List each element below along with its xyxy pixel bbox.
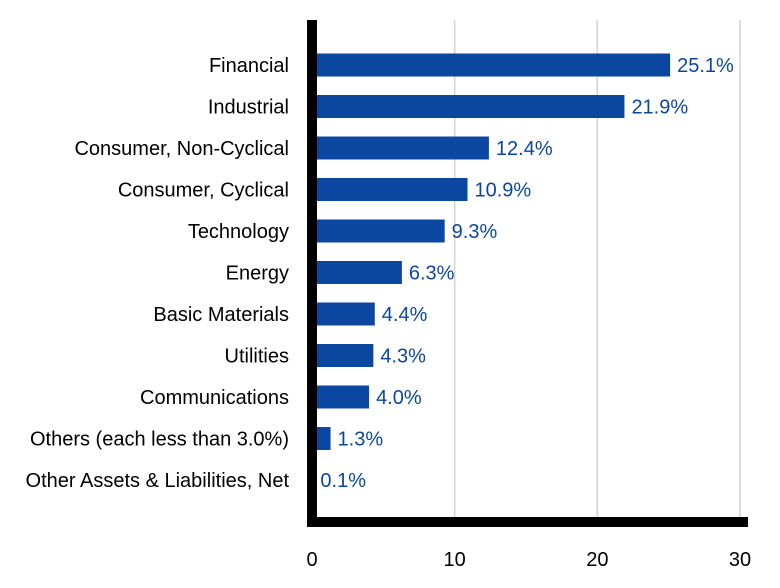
value-label-6: 4.4%: [382, 304, 428, 326]
value-label-1: 21.9%: [631, 97, 688, 119]
category-label-6: Basic Materials: [153, 304, 289, 326]
value-label-9: 1.3%: [338, 429, 384, 451]
category-label-3: Consumer, Cyclical: [118, 180, 289, 202]
bar-2: [312, 136, 489, 160]
value-label-10: 0.1%: [320, 470, 366, 492]
value-label-4: 9.3%: [452, 221, 498, 243]
value-label-8: 4.0%: [376, 387, 422, 409]
category-label-0: Financial: [209, 55, 289, 77]
value-label-2: 12.4%: [496, 138, 553, 160]
bar-8: [312, 385, 370, 409]
y-axis-line: [307, 20, 317, 527]
x-tick-label-0: 0: [306, 549, 317, 571]
value-label-0: 25.1%: [677, 55, 734, 77]
category-label-1: Industrial: [208, 97, 289, 119]
bar-1: [312, 95, 625, 118]
x-tick-label-3: 30: [729, 549, 751, 571]
category-label-10: Other Assets & Liabilities, Net: [26, 470, 290, 492]
value-label-5: 6.3%: [409, 263, 455, 285]
axis-layer: [307, 20, 748, 527]
label-layer: Financial 25.1% Industrial 21.9% Consumer, N…: [26, 55, 752, 571]
value-label-3: 10.9%: [475, 180, 532, 202]
value-label-7: 4.3%: [380, 346, 426, 368]
bar-3: [312, 178, 468, 201]
x-tick-label-2: 20: [586, 549, 608, 571]
bar-4: [312, 219, 445, 243]
bar-layer: [312, 53, 671, 492]
category-label-5: Energy: [226, 263, 289, 285]
x-axis-line: [307, 517, 748, 527]
category-label-7: Utilities: [225, 346, 289, 368]
bar-7: [312, 344, 374, 367]
bar-5: [312, 261, 402, 284]
category-label-4: Technology: [188, 221, 289, 243]
category-label-9: Others (each less than 3.0%): [30, 429, 289, 451]
bar-6: [312, 302, 375, 326]
category-label-8: Communications: [140, 387, 289, 409]
x-tick-label-1: 10: [444, 549, 466, 571]
bar-0: [312, 53, 671, 77]
category-label-2: Consumer, Non-Cyclical: [74, 138, 289, 160]
